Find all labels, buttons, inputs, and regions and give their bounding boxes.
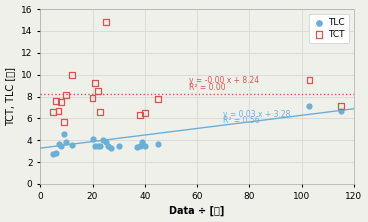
Legend: TLC, TCT: TLC, TCT xyxy=(309,14,349,43)
Text: R² = 0.00: R² = 0.00 xyxy=(189,83,226,92)
TCT xyxy=(56,109,61,113)
TLC xyxy=(92,144,98,147)
TCT xyxy=(338,105,344,108)
TCT xyxy=(103,20,109,24)
TCT xyxy=(63,94,69,97)
TLC xyxy=(58,144,64,147)
X-axis label: Data ÷ [개]: Data ÷ [개] xyxy=(169,206,225,216)
TLC xyxy=(307,105,312,108)
TCT xyxy=(53,99,59,103)
TLC xyxy=(100,139,106,142)
TLC xyxy=(105,144,111,147)
TLC xyxy=(50,153,56,156)
TLC xyxy=(134,145,140,149)
TCT xyxy=(69,73,75,76)
TCT xyxy=(155,97,161,101)
TLC xyxy=(69,143,75,146)
TCT xyxy=(61,120,67,123)
TLC xyxy=(56,142,61,145)
TLC xyxy=(103,141,109,144)
Y-axis label: TCT, TLC [년]: TCT, TLC [년] xyxy=(6,67,15,126)
TLC xyxy=(53,152,59,155)
TCT xyxy=(98,110,103,114)
TLC xyxy=(108,146,114,150)
TLC xyxy=(95,144,101,147)
TCT xyxy=(92,82,98,85)
TCT xyxy=(307,78,312,82)
TLC xyxy=(137,144,142,147)
TLC xyxy=(61,132,67,135)
Text: y = -0.00 x + 8.24: y = -0.00 x + 8.24 xyxy=(189,76,259,85)
TLC xyxy=(98,144,103,147)
TLC xyxy=(139,141,145,144)
Text: R² = 0.56: R² = 0.56 xyxy=(223,116,260,125)
TLC xyxy=(155,142,161,145)
TCT xyxy=(137,113,142,117)
TCT xyxy=(50,110,56,114)
TCT xyxy=(58,100,64,104)
TLC xyxy=(142,144,148,147)
TCT xyxy=(142,111,148,115)
TCT xyxy=(89,96,95,99)
Text: y = 0.03 x + 3.28: y = 0.03 x + 3.28 xyxy=(223,110,291,119)
TLC xyxy=(63,141,69,144)
TLC xyxy=(338,109,344,113)
TCT xyxy=(95,89,101,93)
TLC xyxy=(116,144,121,147)
TLC xyxy=(89,137,95,141)
